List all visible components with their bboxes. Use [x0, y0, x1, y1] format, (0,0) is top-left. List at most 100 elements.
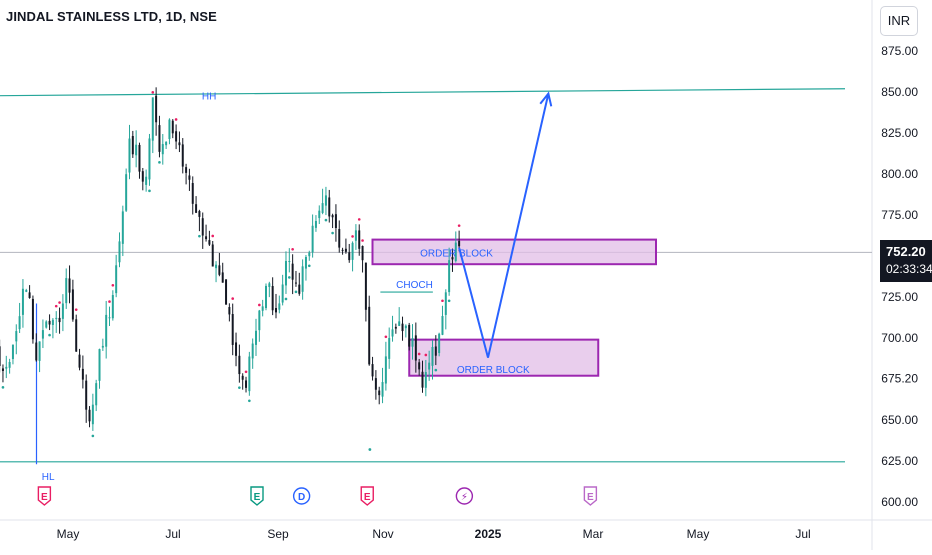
candle-body[interactable] — [11, 344, 14, 360]
candle-body[interactable] — [404, 325, 407, 329]
candle-body[interactable] — [168, 119, 171, 140]
split-icon[interactable] — [455, 487, 474, 505]
candle-body[interactable] — [251, 343, 254, 359]
candle-body[interactable] — [278, 303, 281, 310]
candle-body[interactable] — [451, 257, 454, 260]
candle-body[interactable] — [211, 244, 214, 267]
candle-body[interactable] — [265, 285, 268, 309]
candle-body[interactable] — [68, 278, 71, 293]
candle-body[interactable] — [165, 141, 168, 146]
candle-body[interactable] — [191, 183, 194, 204]
candle-body[interactable] — [78, 354, 81, 368]
earnings-icon[interactable] — [250, 486, 264, 506]
candle-body[interactable] — [71, 289, 74, 320]
candle-body[interactable] — [45, 321, 48, 328]
candle-body[interactable] — [364, 262, 367, 310]
candle-body[interactable] — [354, 230, 357, 241]
candle-body[interactable] — [238, 355, 241, 375]
candle-body[interactable] — [418, 362, 421, 370]
candle-body[interactable] — [398, 321, 401, 326]
candle-body[interactable] — [245, 380, 248, 388]
earnings-icon[interactable] — [37, 486, 52, 506]
candle-body[interactable] — [75, 319, 78, 352]
candle-body[interactable] — [111, 295, 114, 319]
candle-body[interactable] — [324, 195, 327, 206]
candle-body[interactable] — [61, 303, 64, 319]
candle-body[interactable] — [55, 317, 58, 319]
candle-body[interactable] — [188, 175, 191, 180]
candle-body[interactable] — [0, 346, 1, 367]
candle-body[interactable] — [81, 368, 84, 380]
candle-body[interactable] — [21, 288, 24, 315]
candle-body[interactable] — [158, 125, 161, 152]
candle-body[interactable] — [308, 252, 311, 257]
candle-body[interactable] — [358, 230, 361, 249]
candle-body[interactable] — [208, 240, 211, 245]
candle-body[interactable] — [41, 330, 44, 339]
candle-body[interactable] — [258, 310, 261, 331]
candle-body[interactable] — [105, 314, 108, 347]
candle-body[interactable] — [328, 197, 331, 217]
candle-body[interactable] — [98, 349, 101, 381]
candle-body[interactable] — [38, 341, 41, 361]
candle-body[interactable] — [171, 120, 174, 134]
candle-body[interactable] — [321, 203, 324, 213]
candle-body[interactable] — [444, 292, 447, 315]
candle-body[interactable] — [215, 264, 218, 269]
candle-body[interactable] — [155, 95, 158, 123]
candle-body[interactable] — [248, 356, 251, 392]
candle-body[interactable] — [221, 272, 224, 283]
candle-body[interactable] — [128, 138, 131, 173]
candle-body[interactable] — [121, 211, 124, 244]
candle-body[interactable] — [274, 308, 277, 313]
candle-body[interactable] — [148, 138, 151, 180]
candle-body[interactable] — [271, 286, 274, 311]
candle-body[interactable] — [431, 346, 434, 366]
candle-body[interactable] — [108, 317, 111, 319]
projection-path[interactable] — [458, 93, 550, 358]
candle-body[interactable] — [101, 345, 104, 348]
candle-body[interactable] — [1, 368, 4, 371]
candle-body[interactable] — [198, 211, 201, 217]
candle-body[interactable] — [428, 362, 431, 370]
candle-body[interactable] — [458, 240, 461, 247]
candle-body[interactable] — [434, 346, 437, 356]
candle-body[interactable] — [28, 292, 31, 298]
candle-body[interactable] — [421, 371, 424, 388]
candle-body[interactable] — [25, 290, 28, 292]
candle-body[interactable] — [441, 316, 444, 335]
candle-body[interactable] — [175, 131, 178, 142]
candle-body[interactable] — [48, 320, 51, 325]
candle-body[interactable] — [51, 319, 54, 326]
candle-body[interactable] — [408, 324, 411, 347]
candle-body[interactable] — [378, 390, 381, 396]
candle-body[interactable] — [368, 306, 371, 365]
candle-body[interactable] — [125, 174, 128, 211]
candle-body[interactable] — [225, 279, 228, 305]
candle-body[interactable] — [85, 380, 88, 410]
candle-body[interactable] — [291, 263, 294, 280]
candle-body[interactable] — [411, 338, 414, 347]
candle-body[interactable] — [311, 225, 314, 253]
candle-body[interactable] — [181, 144, 184, 167]
candle-body[interactable] — [294, 282, 297, 284]
candle-body[interactable] — [35, 342, 38, 361]
candle-body[interactable] — [18, 316, 21, 330]
candle-body[interactable] — [438, 333, 441, 354]
candle-body[interactable] — [201, 218, 204, 236]
candle-body[interactable] — [141, 171, 144, 182]
candle-body[interactable] — [195, 204, 198, 213]
candle-body[interactable] — [91, 404, 94, 425]
candle-body[interactable] — [261, 306, 264, 311]
candle-body[interactable] — [138, 144, 141, 172]
candle-body[interactable] — [348, 252, 351, 261]
candle-body[interactable] — [351, 242, 354, 260]
candle-body[interactable] — [284, 261, 287, 286]
candle-body[interactable] — [288, 261, 291, 263]
candle-body[interactable] — [448, 260, 451, 293]
earnings-icon[interactable] — [583, 486, 598, 506]
candle-body[interactable] — [31, 298, 34, 340]
candle-body[interactable] — [414, 335, 417, 361]
candle-body[interactable] — [281, 284, 284, 303]
candle-body[interactable] — [5, 366, 8, 369]
